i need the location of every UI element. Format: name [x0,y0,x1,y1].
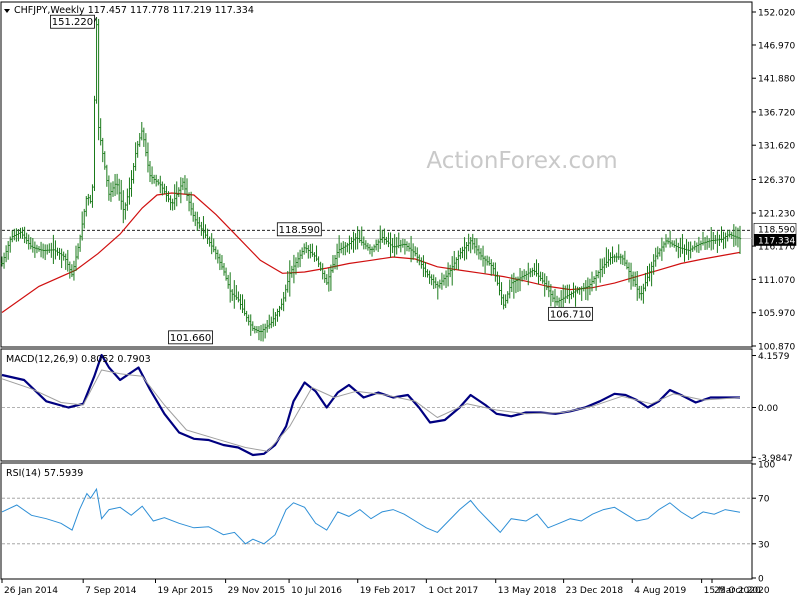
price-callout: 101.660 [168,330,213,345]
price-panel-title: CHFJPY,Weekly 117.457 117.778 117.219 11… [14,5,254,16]
macd-signal-line [1,369,741,452]
price-callout-label: 101.660 [170,333,211,344]
rsi-y-tick-label: 0 [758,575,764,585]
price-y-tick-label: 141.880 [758,75,795,85]
price-callout: 151.220 [50,14,97,29]
x-axis: 26 Jan 2014 7 Sep 2014 19 Apr 2015 29 Nov 2… [1,579,770,596]
price-y-tick-label: 116.170 [758,243,795,253]
x-tick-label: 19 Apr 2015 [158,586,214,596]
x-tick-label: 26 Jan 2014 [4,586,58,596]
macd-panel-title: MACD(12,26,9) 0.8052 0.7903 [6,354,151,365]
dropdown-arrow-icon[interactable] [4,9,10,13]
x-tick-label: 15 Mar 2020 [704,586,761,596]
macd-y-axis: 4.1579 0.00 -3.9847 [752,352,793,464]
sma-line [1,192,741,313]
price-y-tick-label: 121.230 [758,210,795,220]
x-tick-label: 1 Oct 2017 [428,586,478,596]
price-y-tick-label: 152.020 [758,9,795,19]
price-bar [738,225,742,255]
price-y-tick-label: 100.870 [758,343,795,353]
moving-average-line [1,192,741,313]
x-tick-label: 13 May 2018 [498,586,557,596]
watermark: ActionForex.com [426,148,617,174]
rsi-level-lines [2,497,752,545]
macd-line [1,353,740,457]
macd-panel: 4.1579 0.00 -3.9847 MACD(12,26,9) 0.8052 0… [0,348,793,464]
price-y-tick-label: 105.970 [758,309,795,319]
price-label-text: 118.590 [758,225,795,235]
rsi-y-axis: 100 70 30 0 [752,461,775,585]
price-annotations: 151.220 118.590 101.660 106.710 [50,14,593,345]
resistance-line [2,229,752,239]
price-callout: 118.590 [276,222,322,237]
rsi-y-tick-label: 70 [758,495,770,505]
x-tick-label: 7 Sep 2014 [85,586,137,596]
macd-y-tick-label: -3.9847 [758,454,793,464]
price-bar [95,17,98,104]
rsi-series-line [1,487,741,545]
rsi-panel: 100 70 30 0 RSI(14) 57.5939 [0,461,775,585]
x-tick-label: 19 Feb 2017 [360,586,416,596]
macd-panel-frame [0,348,753,462]
x-tick-label: 23 Dec 2018 [566,586,624,596]
x-tick-label: 25 Oct 2020 [714,586,770,596]
price-label-text: 117.334 [758,236,795,246]
rsi-panel-title: RSI(14) 57.5939 [6,468,83,479]
price-callout-label: 118.590 [279,225,320,236]
x-tick-label: 29 Nov 2015 [228,586,286,596]
price-callout-label: 106.710 [550,309,591,320]
price-y-tick-label: 146.970 [758,41,795,51]
last-price-label: 117.334 [753,234,797,246]
macd-y-tick-label: 0.00 [758,404,778,414]
price-panel: ActionForex.com 152.020 146.970 141.880 136… [0,1,797,353]
price-bars [0,17,742,342]
price-callout-label: 151.220 [52,17,93,28]
rsi-line [1,487,741,545]
macd-lines [1,353,741,457]
x-tick-label: 4 Aug 2019 [634,586,686,596]
price-y-tick-label: 136.720 [758,108,795,118]
resistance-price-label: 118.590 [753,222,797,235]
rsi-panel-frame [0,462,753,580]
rsi-y-tick-label: 100 [758,461,775,471]
macd-y-tick-label: 4.1579 [758,352,790,362]
price-y-tick-label: 131.620 [758,142,795,152]
price-y-tick-label: 111.070 [758,276,795,286]
price-callout: 106.710 [548,306,593,321]
price-panel-frame [0,1,753,348]
x-tick-label: 10 Jul 2016 [291,586,342,596]
price-y-axis: 152.020 146.970 141.880 136.720 131.620 126.3… [752,9,795,353]
rsi-y-tick-label: 30 [758,540,770,550]
price-y-tick-label: 126.370 [758,176,795,186]
